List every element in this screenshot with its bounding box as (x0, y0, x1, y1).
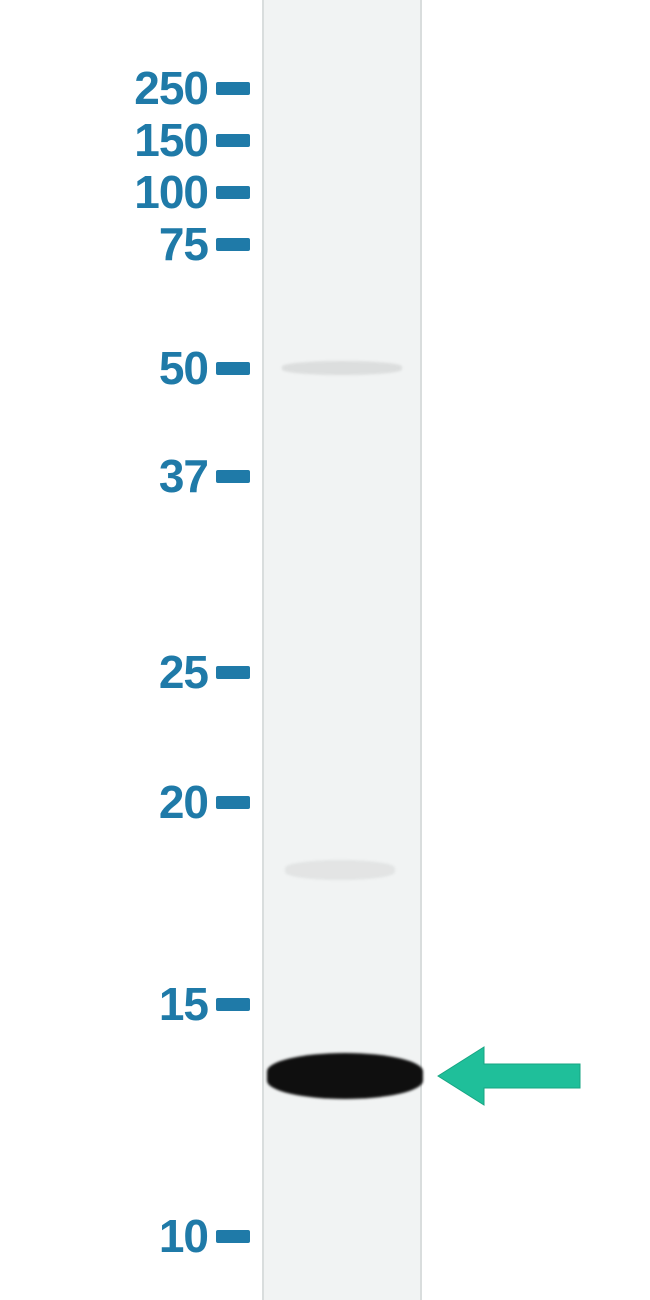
ladder-marker-label: 100 (3, 165, 208, 219)
ladder-marker-tick-icon (216, 998, 250, 1011)
band-indicator-arrow-icon (436, 1045, 582, 1107)
blot-band (282, 361, 402, 375)
ladder-marker-tick-icon (216, 82, 250, 95)
ladder-marker-label: 50 (3, 341, 208, 395)
western-blot-figure: 25015010075503725201510 (0, 0, 650, 1300)
ladder-marker: 25 (0, 649, 250, 695)
ladder-marker: 37 (0, 453, 250, 499)
blot-band (267, 1053, 423, 1099)
ladder-marker-tick-icon (216, 186, 250, 199)
ladder-marker-tick-icon (216, 470, 250, 483)
ladder-marker-label: 75 (3, 217, 208, 271)
ladder-marker: 10 (0, 1213, 250, 1259)
ladder-marker-tick-icon (216, 1230, 250, 1243)
ladder-marker-label: 25 (3, 645, 208, 699)
ladder-marker-tick-icon (216, 362, 250, 375)
ladder-marker-tick-icon (216, 796, 250, 809)
ladder-marker: 250 (0, 65, 250, 111)
ladder-marker-tick-icon (216, 238, 250, 251)
ladder-marker-label: 250 (3, 61, 208, 115)
ladder-marker: 20 (0, 779, 250, 825)
ladder-marker: 75 (0, 221, 250, 267)
ladder-marker-tick-icon (216, 666, 250, 679)
ladder-marker: 50 (0, 345, 250, 391)
ladder-marker-tick-icon (216, 134, 250, 147)
blot-lane (262, 0, 422, 1300)
ladder-marker: 15 (0, 981, 250, 1027)
ladder-marker-label: 15 (3, 977, 208, 1031)
ladder-marker-label: 20 (3, 775, 208, 829)
ladder-marker: 100 (0, 169, 250, 215)
ladder-marker-label: 37 (3, 449, 208, 503)
ladder-marker-label: 10 (3, 1209, 208, 1263)
ladder-marker: 150 (0, 117, 250, 163)
blot-band (285, 860, 395, 880)
ladder-marker-label: 150 (3, 113, 208, 167)
